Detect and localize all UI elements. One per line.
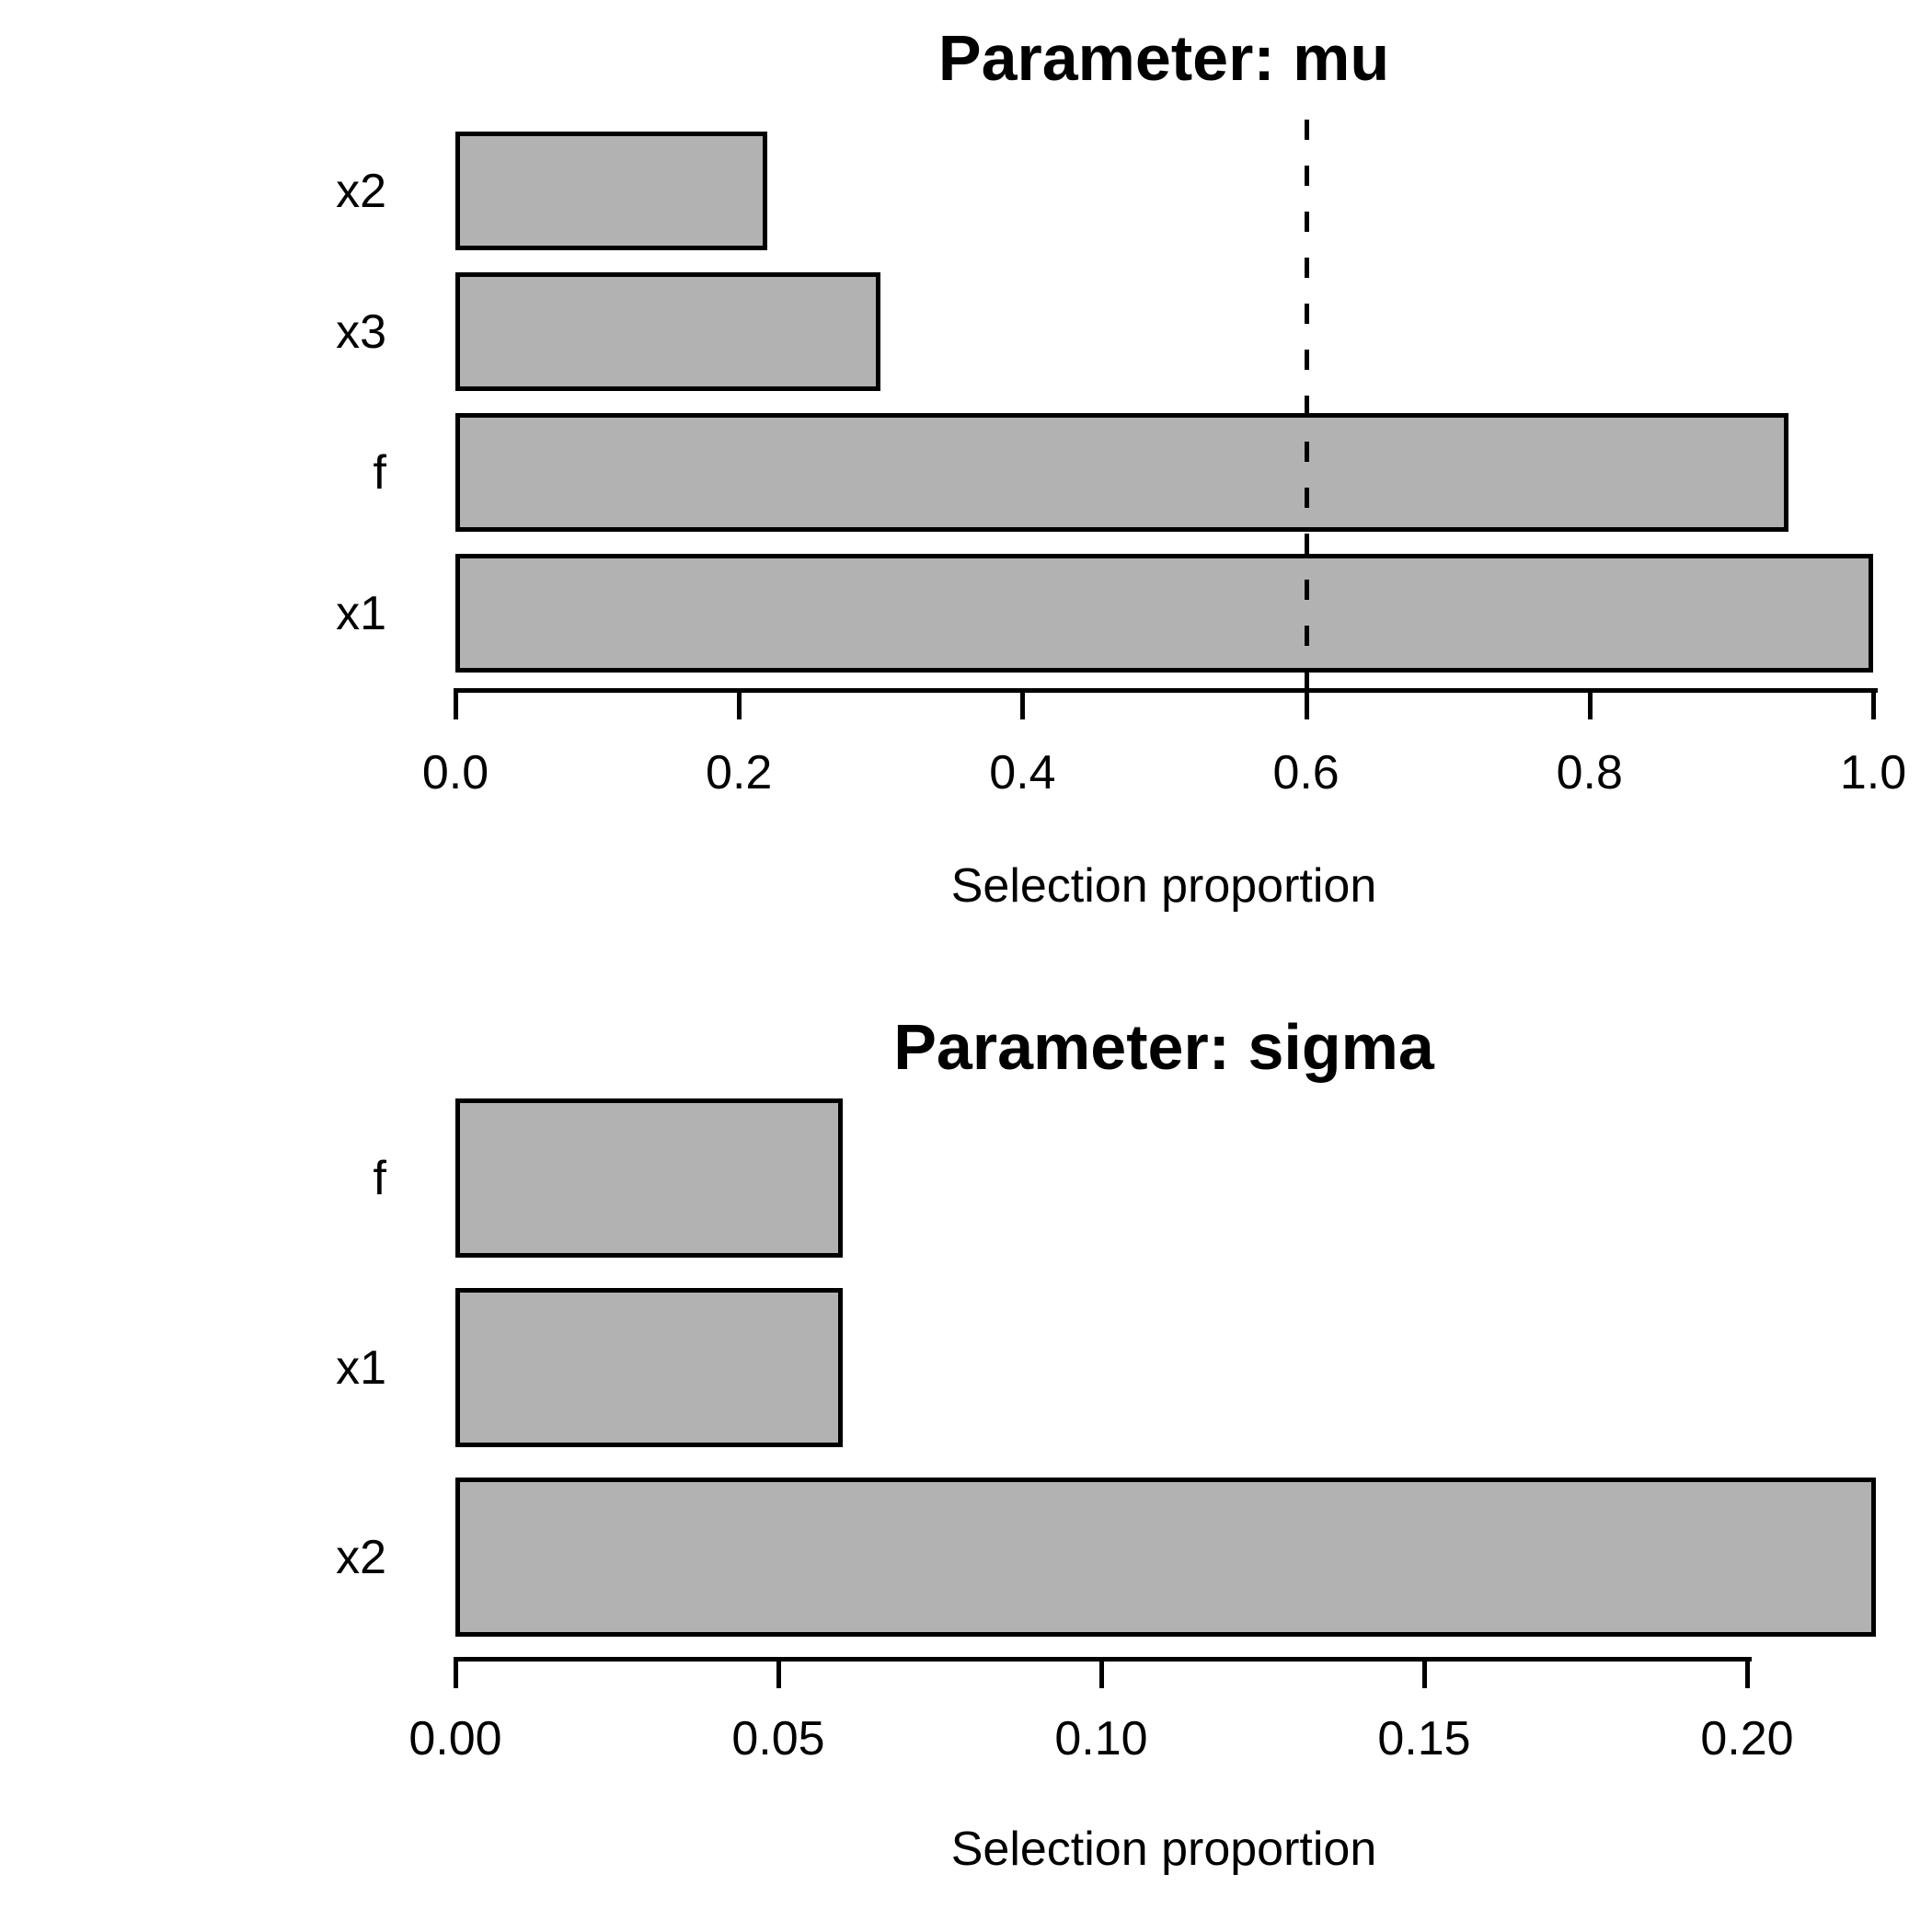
chart-parameter-sigma: Parameter: sigma f x1 x2 0.00 0.05 0.10 0.15 0.… — [0, 966, 1932, 1932]
chart-parameter-mu: Parameter: mu x2 x3 f x1 0.0 0.2 0.4 0.6 0.8 1.0 … — [336, 22, 1907, 913]
bar-x3 — [455, 272, 880, 391]
x-axis-tick-label: 1.0 — [1839, 746, 1907, 799]
x-axis-tick — [737, 688, 742, 719]
x-axis-label: Selection proportion — [950, 1823, 1377, 1876]
x-axis-tick-label: 0.6 — [1272, 746, 1340, 799]
category-label-x2: x2 — [336, 1530, 386, 1584]
x-axis-tick-label: 0.05 — [731, 1712, 825, 1765]
bar-x2 — [455, 132, 767, 250]
x-axis-tick-label: 0.2 — [706, 746, 773, 799]
bar-x2 — [455, 1478, 1876, 1637]
x-axis-tick — [1020, 688, 1026, 719]
bar-x1 — [455, 1288, 843, 1447]
chart-title: Parameter: mu — [937, 22, 1390, 94]
plot-area: f x1 x2 0.00 0.05 0.10 0.15 0.20 — [0, 966, 1932, 1932]
x-axis-tick-label: 0.8 — [1556, 746, 1623, 799]
category-label-x1: x1 — [336, 1340, 386, 1395]
x-axis-tick — [776, 1657, 781, 1688]
x-axis-tick-label: 0.20 — [1700, 1712, 1794, 1765]
x-axis-tick — [454, 688, 458, 719]
x-axis-tick — [1099, 1657, 1104, 1688]
category-label-x2: x2 — [336, 164, 386, 218]
bar-f — [455, 1098, 843, 1258]
x-axis-tick-label: 0.10 — [1054, 1712, 1148, 1765]
x-axis-label: Selection proportion — [950, 859, 1377, 913]
x-axis-tick — [1422, 1657, 1427, 1688]
chart-title: Parameter: sigma — [893, 1011, 1434, 1083]
x-axis-tick-label: 0.4 — [989, 746, 1056, 799]
bar-f — [455, 413, 1788, 532]
category-label-x1: x1 — [336, 586, 386, 640]
x-axis-tick — [1587, 688, 1593, 719]
x-axis-tick — [1745, 1657, 1750, 1688]
bar-x1 — [455, 554, 1873, 673]
x-axis-tick-label: 0.0 — [421, 746, 489, 799]
x-axis-line — [455, 688, 1878, 693]
x-axis-tick-label: 0.00 — [408, 1712, 502, 1765]
category-label-f: f — [373, 445, 386, 500]
x-axis-tick — [454, 1657, 458, 1688]
category-label-f: f — [373, 1151, 386, 1205]
plot-area: x2 x3 f x1 0.0 0.2 0.4 0.6 0.8 1.0 — [336, 120, 1907, 799]
x-axis-tick-label: 0.15 — [1377, 1712, 1471, 1765]
x-axis-tick — [1304, 688, 1309, 719]
reference-line — [1304, 120, 1309, 688]
x-axis-tick — [1871, 688, 1876, 719]
category-label-x3: x3 — [336, 305, 386, 359]
